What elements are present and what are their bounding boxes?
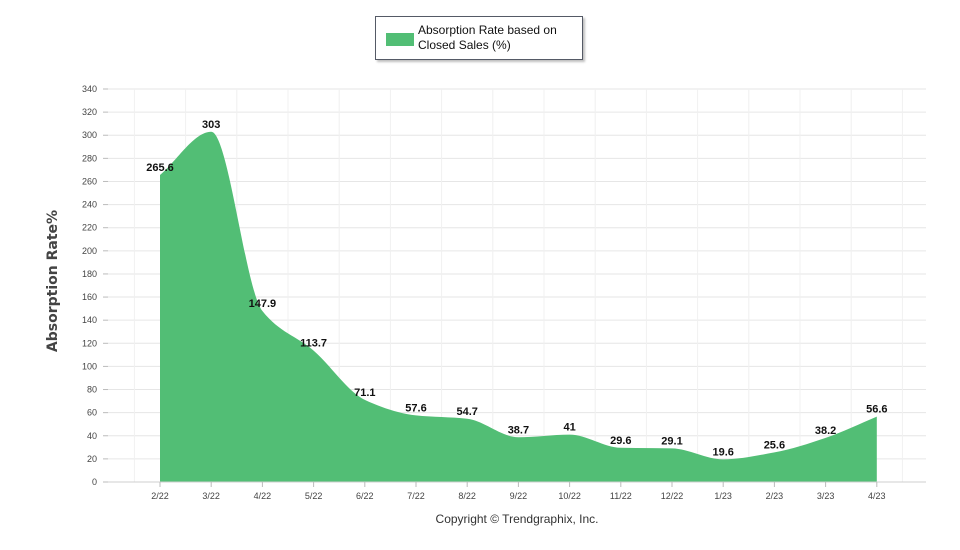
x-tick-label: 12/22 bbox=[661, 491, 684, 501]
data-labels: 265.6 303 147.9 113.7 71.1 57.6 54.7 38.7 41 29.6… bbox=[146, 119, 887, 459]
series-area bbox=[160, 131, 877, 483]
data-label: 41 bbox=[563, 422, 575, 434]
y-tick-label: 40 bbox=[87, 431, 97, 441]
y-tick-label: 300 bbox=[82, 130, 97, 140]
data-label: 29.1 bbox=[661, 435, 682, 447]
y-tick-label: 280 bbox=[82, 153, 97, 163]
data-label: 147.9 bbox=[249, 298, 277, 310]
copyright-text: Copyright © Trendgraphix, Inc. bbox=[435, 512, 599, 526]
y-tick-label: 320 bbox=[82, 107, 97, 117]
data-label: 25.6 bbox=[764, 439, 785, 451]
legend-swatch bbox=[386, 33, 414, 46]
data-label: 56.6 bbox=[866, 404, 887, 416]
data-label: 71.1 bbox=[354, 387, 375, 399]
data-label: 54.7 bbox=[456, 406, 477, 418]
x-tick-label: 10/22 bbox=[558, 491, 581, 501]
y-tick-label: 80 bbox=[87, 385, 97, 395]
y-tick-label: 160 bbox=[82, 292, 97, 302]
y-tick-label: 200 bbox=[82, 246, 97, 256]
x-tick-label: 3/22 bbox=[202, 491, 220, 501]
y-tick-label: 60 bbox=[87, 408, 97, 418]
x-tick-label: 5/22 bbox=[305, 491, 323, 501]
y-tick-label: 340 bbox=[82, 84, 97, 94]
legend: Absorption Rate based on Closed Sales (%… bbox=[375, 16, 583, 60]
data-label: 38.2 bbox=[815, 425, 836, 437]
y-tick-label: 240 bbox=[82, 200, 97, 210]
data-label: 29.6 bbox=[610, 435, 631, 447]
x-tick-label: 4/22 bbox=[254, 491, 272, 501]
data-label: 19.6 bbox=[712, 446, 733, 458]
data-label: 303 bbox=[202, 119, 220, 131]
y-tick-label: 20 bbox=[87, 454, 97, 464]
y-tick-label: 180 bbox=[82, 269, 97, 279]
y-tick-label: 220 bbox=[82, 223, 97, 233]
x-tick-label: 9/22 bbox=[510, 491, 528, 501]
x-tick-label: 7/22 bbox=[407, 491, 425, 501]
x-tick-label: 3/23 bbox=[817, 491, 835, 501]
area-series-absorption-rate bbox=[160, 131, 877, 483]
x-tick-label: 4/23 bbox=[868, 491, 886, 501]
x-tick-label: 1/23 bbox=[714, 491, 732, 501]
data-label: 265.6 bbox=[146, 162, 174, 174]
y-tick-label: 100 bbox=[82, 361, 97, 371]
x-tick-label: 2/22 bbox=[151, 491, 169, 501]
x-tick-label: 6/22 bbox=[356, 491, 374, 501]
data-label: 57.6 bbox=[405, 402, 426, 414]
y-tick-label: 140 bbox=[82, 315, 97, 325]
x-tick-label: 11/22 bbox=[610, 491, 632, 501]
y-tick-label: 260 bbox=[82, 176, 97, 186]
y-tick-label: 120 bbox=[82, 338, 97, 348]
data-label: 38.7 bbox=[508, 424, 529, 436]
data-label: 113.7 bbox=[300, 338, 327, 350]
y-tick-label: 0 bbox=[92, 477, 97, 487]
y-axis-title: Absorption Rate% bbox=[45, 209, 61, 353]
x-tick-label: 2/23 bbox=[766, 491, 784, 501]
x-tick-label: 8/22 bbox=[458, 491, 476, 501]
axes: 0 20 40 60 80 100 120 140 160 180 200 220 240 260 280 3… bbox=[82, 84, 926, 501]
legend-label: Absorption Rate based on Closed Sales (%… bbox=[418, 23, 557, 52]
